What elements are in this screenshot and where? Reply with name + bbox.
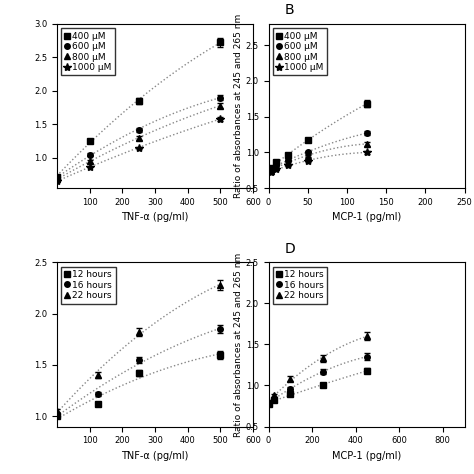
Y-axis label: Ratio of absorbances at 245 and 265 nm: Ratio of absorbances at 245 and 265 nm (234, 14, 243, 198)
Legend: 12 hours, 16 hours, 22 hours: 12 hours, 16 hours, 22 hours (273, 267, 327, 303)
Text: B: B (284, 3, 294, 17)
Y-axis label: Ratio of absorbances at 245 and 265 nm: Ratio of absorbances at 245 and 265 nm (234, 252, 243, 437)
X-axis label: MCP-1 (pg/ml): MCP-1 (pg/ml) (332, 212, 401, 222)
Legend: 400 μM, 600 μM, 800 μM, 1000 μM: 400 μM, 600 μM, 800 μM, 1000 μM (273, 28, 327, 75)
Text: D: D (284, 242, 295, 255)
X-axis label: TNF-α (pg/ml): TNF-α (pg/ml) (121, 451, 189, 461)
Legend: 12 hours, 16 hours, 22 hours: 12 hours, 16 hours, 22 hours (62, 267, 116, 303)
Legend: 400 μM, 600 μM, 800 μM, 1000 μM: 400 μM, 600 μM, 800 μM, 1000 μM (62, 28, 115, 75)
X-axis label: TNF-α (pg/ml): TNF-α (pg/ml) (121, 212, 189, 222)
X-axis label: MCP-1 (pg/ml): MCP-1 (pg/ml) (332, 451, 401, 461)
